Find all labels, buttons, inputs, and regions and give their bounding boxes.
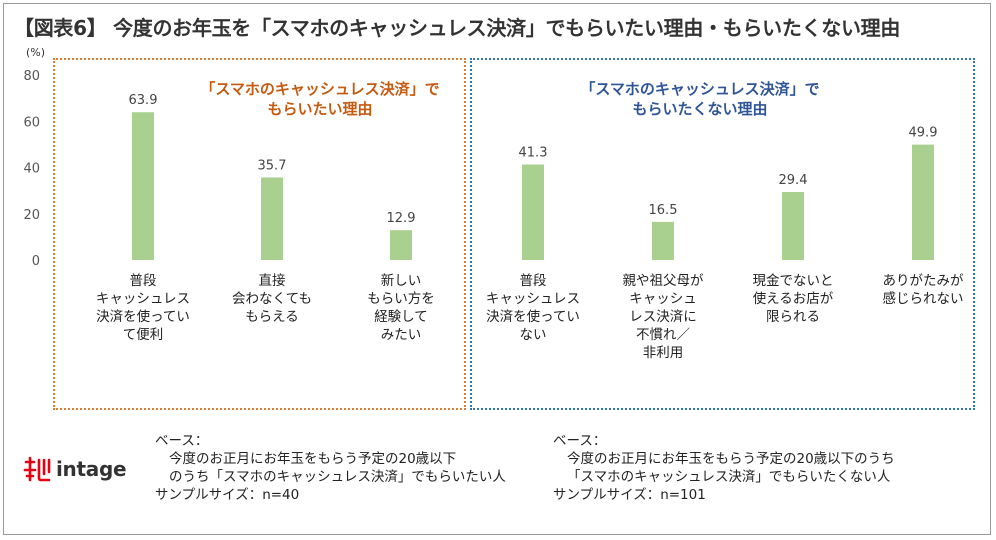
- y-axis-unit: (%): [26, 46, 46, 59]
- intage-logo-mark-icon: [23, 456, 51, 482]
- category-label: 親や祖父母が キャッシュ レス決済に 不慣れ／ 非利用: [622, 273, 704, 361]
- base-note-left: ベース： 今度のお正月にお年玉をもらう予定の20歳以下 のうち「スマホのキャッシ…: [155, 432, 506, 504]
- not-want-reasons-group-title: 「スマホのキャッシュレス決済」で もらいたくない理由: [580, 80, 820, 118]
- bar-value-label: 35.7: [258, 158, 287, 173]
- category-label: 新しい もらい方を 経験して みたい: [367, 273, 435, 343]
- bar-value-label: 12.9: [387, 211, 416, 226]
- want-reasons-group-title: 「スマホのキャッシュレス決済」で もらいたい理由: [200, 80, 440, 118]
- bar-value-label: 16.5: [649, 203, 678, 218]
- base-note-right: ベース： 今度のお正月にお年玉をもらう予定の20歳以下のうち 「スマホのキャッシ…: [553, 432, 895, 504]
- base-note-right-label: ベース：: [553, 433, 607, 449]
- base-note-left-label: ベース：: [155, 433, 209, 449]
- bar: [522, 164, 544, 260]
- want-reasons-group-box: [53, 58, 466, 410]
- base-note-left-line2: のうち「スマホのキャッシュレス決済」でもらいたい人: [169, 469, 506, 485]
- bar-value-label: 63.9: [129, 93, 158, 108]
- bar: [261, 177, 283, 260]
- bar: [782, 192, 804, 260]
- category-label: 直接 会わなくても もらえる: [232, 273, 312, 325]
- category-label: 普段 キャッシュレス 決済を使ってい ない: [485, 273, 581, 343]
- not-want-reasons-group-box: [470, 58, 975, 410]
- chart-frame: [3, 3, 991, 535]
- intage-logo: intage: [22, 456, 127, 482]
- y-tick-label: 40: [23, 162, 40, 177]
- y-tick-label: 0: [32, 254, 40, 269]
- bar: [912, 144, 934, 260]
- bar-value-label: 41.3: [519, 145, 548, 160]
- bar-value-label: 49.9: [909, 126, 938, 141]
- base-note-right-line1: 今度のお正月にお年玉をもらう予定の20歳以下のうち: [567, 451, 895, 467]
- bar: [132, 112, 154, 260]
- base-note-right-sample: サンプルサイズ：n=101: [553, 487, 706, 503]
- y-tick-label: 60: [23, 115, 40, 130]
- base-note-right-line2: 「スマホのキャッシュレス決済」でもらいたくない人: [567, 469, 891, 485]
- category-label: ありがたみが 感じられない: [882, 273, 964, 307]
- y-tick-label: 80: [23, 69, 40, 84]
- y-tick-label: 20: [23, 208, 40, 223]
- bar-value-label: 29.4: [779, 173, 808, 188]
- base-note-left-sample: サンプルサイズ：n=40: [155, 487, 300, 503]
- chart-title: 【図表6】 今度のお年玉を「スマホのキャッシュレス決済」でもらいたい理由・もらい…: [14, 16, 901, 40]
- bar: [652, 221, 674, 260]
- category-label: 普段 キャッシュレス 決済を使ってい て便利: [95, 273, 191, 343]
- base-note-left-line1: 今度のお正月にお年玉をもらう予定の20歳以下: [169, 451, 457, 467]
- bar: [390, 230, 412, 260]
- intage-logo-text: intage: [56, 457, 127, 481]
- category-label: 現金でないと 使えるお店が 限られる: [752, 273, 834, 325]
